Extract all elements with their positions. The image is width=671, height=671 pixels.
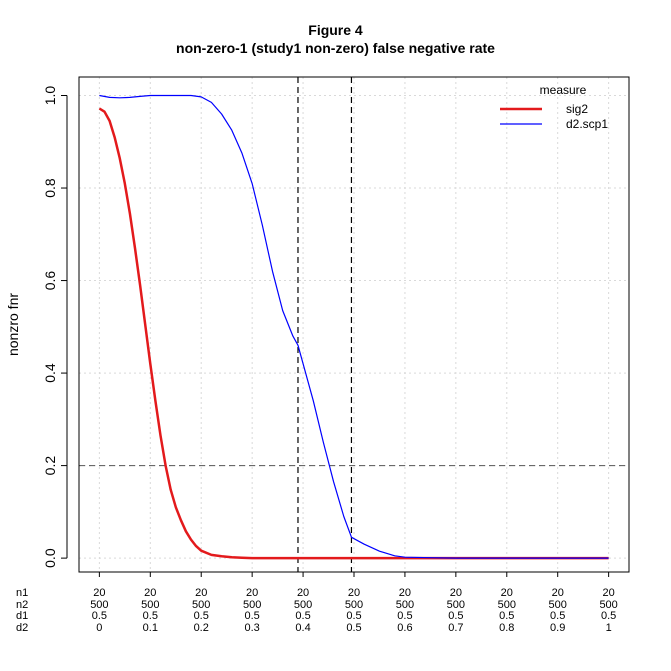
chart-subtitle: non-zero-1 (study1 non-zero) false negat… xyxy=(176,40,495,56)
x-tick-label-7-d1: 0.5 xyxy=(448,610,463,622)
x-axis: n1n2d1d2205000.50205000.50.1205000.50.22… xyxy=(16,571,629,634)
x-row-name-n1: n1 xyxy=(16,587,28,599)
x-tick-label-1-d1: 0.5 xyxy=(143,610,158,622)
series-line-d2.scp1 xyxy=(99,94,609,559)
y-tick-label-4: 0.8 xyxy=(42,178,58,198)
x-tick-label-6-d1: 0.5 xyxy=(397,610,412,622)
x-tick-label-4-n2: 500 xyxy=(294,599,312,611)
x-tick-label-7-n2: 500 xyxy=(447,599,465,611)
y-tick-label-3: 0.6 xyxy=(42,271,58,291)
x-tick-label-3-n2: 500 xyxy=(243,599,261,611)
x-row-name-d1: d1 xyxy=(16,610,28,622)
x-tick-label-3-d1: 0.5 xyxy=(244,610,259,622)
x-tick-label-10-d2: 1 xyxy=(606,622,612,634)
y-tick-label-0: 0.0 xyxy=(42,548,58,568)
x-tick-label-2-d1: 0.5 xyxy=(194,610,209,622)
legend-label-d2.scp1: d2.scp1 xyxy=(566,117,608,131)
x-tick-label-6-d2: 0.6 xyxy=(397,622,412,634)
x-row-name-n2: n2 xyxy=(16,599,28,611)
x-tick-label-5-d1: 0.5 xyxy=(346,610,361,622)
x-tick-label-5-n2: 500 xyxy=(345,599,363,611)
x-tick-label-9-n1: 20 xyxy=(552,587,564,599)
x-tick-label-4-d1: 0.5 xyxy=(295,610,310,622)
y-axis-label: nonzro fnr xyxy=(5,293,21,356)
y-tick-label-5: 1.0 xyxy=(42,86,58,106)
x-tick-label-0-d1: 0.5 xyxy=(92,610,107,622)
x-tick-label-1-n2: 500 xyxy=(141,599,159,611)
x-tick-label-8-d2: 0.8 xyxy=(499,622,514,634)
x-tick-label-6-n1: 20 xyxy=(399,587,411,599)
x-tick-label-2-n1: 20 xyxy=(195,587,207,599)
y-axis: 0.0 0.2 0.4 0.6 0.8 1.0 xyxy=(42,86,68,568)
x-tick-label-9-d2: 0.9 xyxy=(550,622,565,634)
series-lines xyxy=(98,94,609,560)
x-tick-label-0-n1: 20 xyxy=(93,587,105,599)
x-tick-label-3-d2: 0.3 xyxy=(244,622,259,634)
x-tick-label-7-d2: 0.7 xyxy=(448,622,463,634)
x-tick-label-9-n2: 500 xyxy=(549,599,567,611)
x-tick-label-4-n1: 20 xyxy=(297,587,309,599)
x-tick-label-5-n1: 20 xyxy=(348,587,360,599)
x-tick-label-10-d1: 0.5 xyxy=(601,610,616,622)
x-tick-label-8-d1: 0.5 xyxy=(499,610,514,622)
chart-title: Figure 4 xyxy=(308,22,363,38)
x-tick-label-6-n2: 500 xyxy=(396,599,414,611)
x-tick-label-10-n2: 500 xyxy=(599,599,617,611)
x-tick-label-8-n2: 500 xyxy=(498,599,516,611)
legend-title: measure xyxy=(540,83,587,97)
x-tick-label-0-d2: 0 xyxy=(96,622,102,634)
x-tick-label-1-d2: 0.1 xyxy=(143,622,158,634)
x-tick-label-1-n1: 20 xyxy=(144,587,156,599)
x-row-name-d2: d2 xyxy=(16,622,28,634)
x-tick-label-4-d2: 0.4 xyxy=(295,622,310,634)
reference-lines xyxy=(79,77,629,572)
y-tick-label-2: 0.4 xyxy=(42,363,58,383)
x-tick-label-0-n2: 500 xyxy=(90,599,108,611)
grid xyxy=(79,77,629,572)
x-tick-label-8-n1: 20 xyxy=(501,587,513,599)
x-tick-label-2-n2: 500 xyxy=(192,599,210,611)
x-tick-label-9-d1: 0.5 xyxy=(550,610,565,622)
x-tick-label-7-n1: 20 xyxy=(450,587,462,599)
legend-label-sig2: sig2 xyxy=(566,102,588,116)
x-tick-label-5-d2: 0.5 xyxy=(346,622,361,634)
y-tick-label-1: 0.2 xyxy=(42,456,58,476)
x-tick-label-2-d2: 0.2 xyxy=(194,622,209,634)
x-tick-label-10-n1: 20 xyxy=(603,587,615,599)
series-line-sig2 xyxy=(98,107,609,560)
x-tick-label-3-n1: 20 xyxy=(246,587,258,599)
